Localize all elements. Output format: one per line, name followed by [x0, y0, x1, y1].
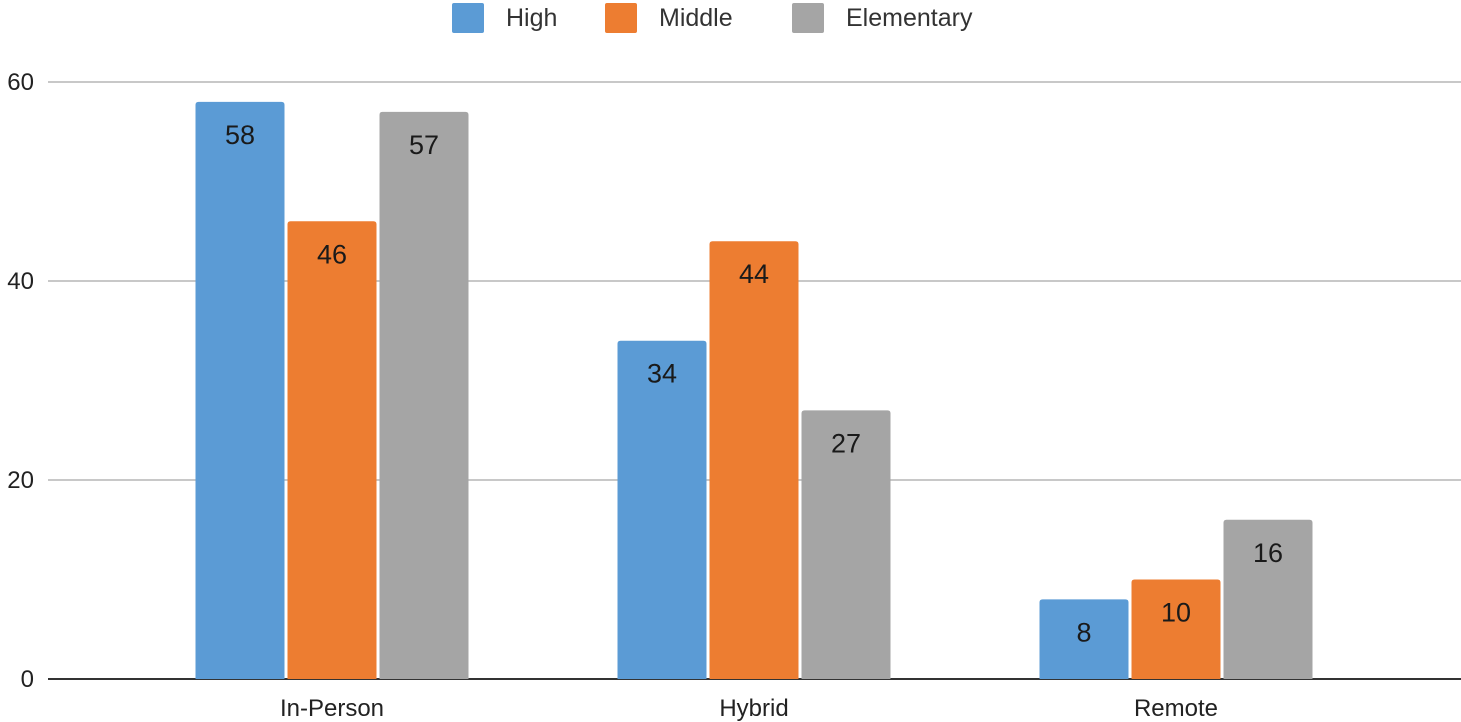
legend-swatch-elementary: [792, 3, 824, 33]
legend-label-middle: Middle: [659, 4, 733, 32]
legend-item-middle: Middle: [605, 3, 733, 33]
bar-elementary-in-person: [379, 111, 469, 680]
bar-middle-remote: [1131, 579, 1221, 679]
bar-high-hybrid: [617, 340, 707, 679]
y-tick-label-60: 60: [7, 69, 34, 96]
data-label-middle-hybrid: 44: [739, 259, 769, 289]
legend-item-high: High: [452, 3, 557, 33]
data-label-middle-remote: 10: [1161, 598, 1191, 628]
bar-high-in-person: [195, 101, 285, 679]
data-label-elementary-hybrid: 27: [831, 428, 861, 458]
data-label-high-hybrid: 34: [647, 359, 677, 389]
legend-swatch-middle: [605, 3, 637, 33]
x-category-label-hybrid: Hybrid: [719, 695, 788, 722]
legend: High Middle Elementary: [452, 3, 973, 33]
y-tick-label-20: 20: [7, 467, 34, 494]
bar-middle-hybrid: [709, 241, 799, 679]
legend-label-elementary: Elementary: [846, 4, 973, 32]
x-category-label-remote: Remote: [1134, 695, 1218, 722]
bar-middle-in-person: [287, 221, 377, 680]
bars: [195, 101, 1313, 680]
data-label-elementary-in-person: 57: [409, 130, 439, 160]
y-tick-label-40: 40: [7, 268, 34, 295]
data-label-high-in-person: 58: [225, 120, 255, 150]
y-axis-ticks: 0 20 40 60: [7, 69, 34, 693]
data-label-middle-in-person: 46: [317, 239, 347, 269]
x-category-label-in-person: In-Person: [280, 695, 384, 722]
data-labels: 58 46 57 34 44 27 8 10 16: [225, 120, 1283, 648]
legend-item-elementary: Elementary: [792, 3, 973, 33]
legend-swatch-high: [452, 3, 484, 33]
data-label-elementary-remote: 16: [1253, 538, 1283, 568]
legend-label-high: High: [506, 4, 557, 32]
y-tick-label-0: 0: [21, 666, 34, 693]
x-axis-categories: In-Person Hybrid Remote: [280, 695, 1218, 722]
bar-elementary-hybrid: [801, 410, 891, 679]
data-label-high-remote: 8: [1076, 617, 1091, 647]
bar-elementary-remote: [1223, 519, 1313, 679]
bar-high-remote: [1039, 599, 1129, 679]
